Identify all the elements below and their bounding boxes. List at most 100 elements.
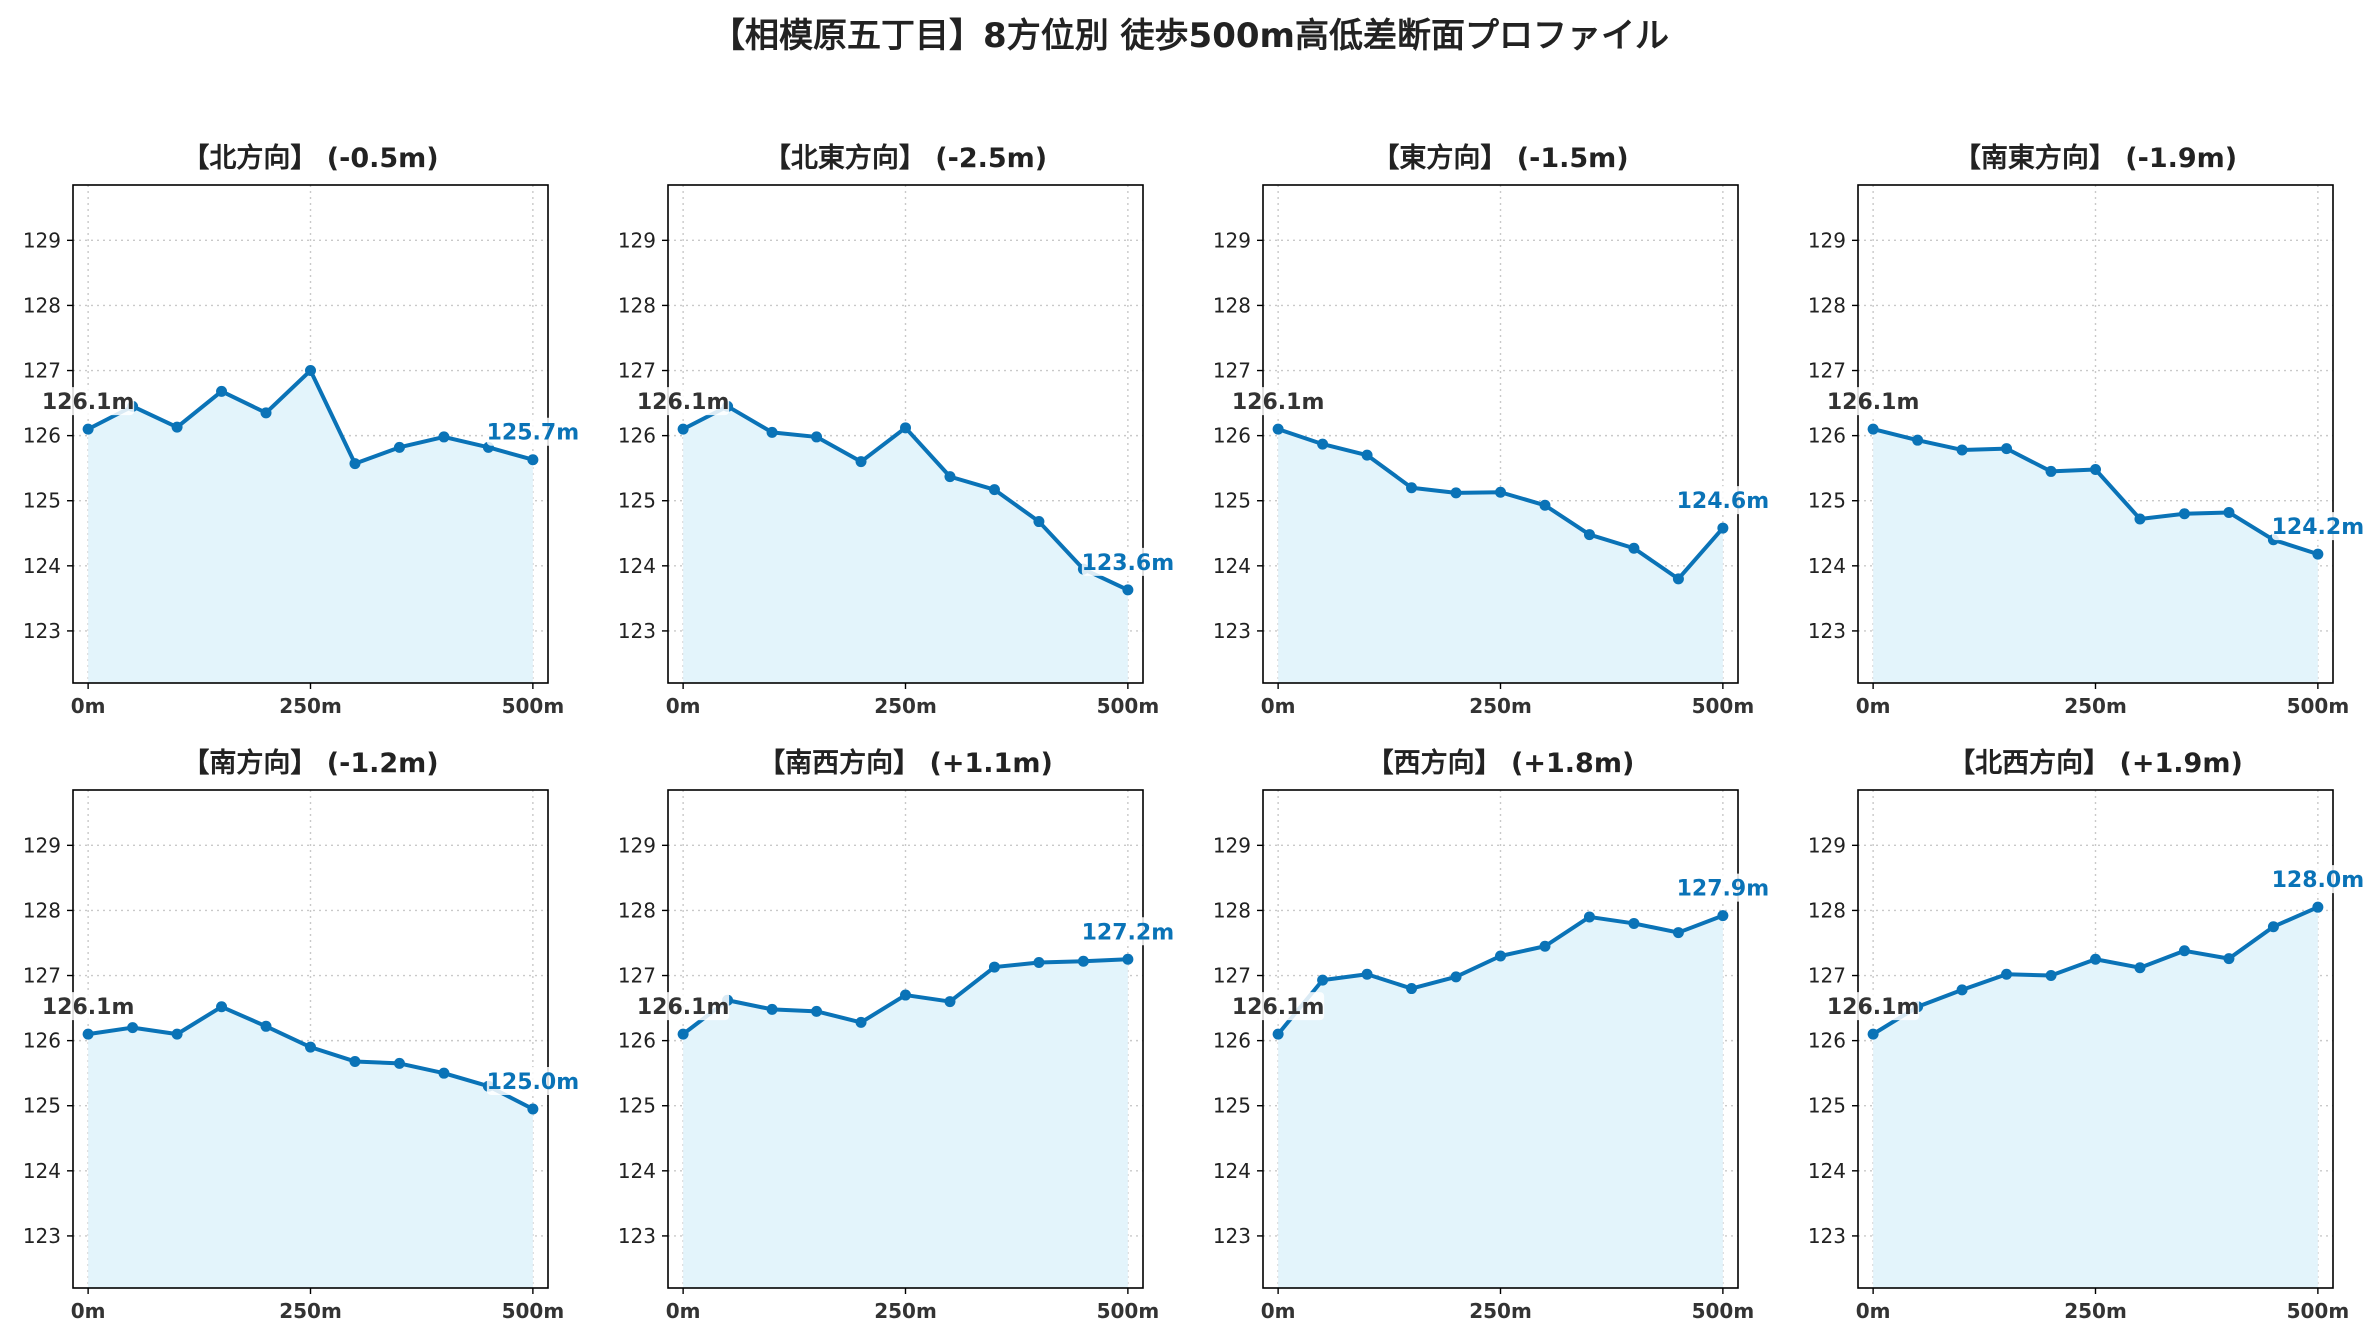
data-point [1317, 438, 1329, 450]
start-label: 126.1m [637, 390, 730, 415]
y-tick-label: 126 [618, 1029, 656, 1053]
x-tick-label: 500m [1692, 694, 1755, 718]
y-tick-label: 126 [23, 424, 61, 448]
x-tick-label: 500m [2287, 694, 2350, 718]
y-tick-label: 125 [23, 489, 61, 513]
end-label-bg [1081, 917, 1174, 946]
start-label-bg [1232, 992, 1325, 1021]
end-label: 127.9m [1677, 877, 1770, 902]
y-tick-label: 125 [1808, 1094, 1846, 1118]
subplot-title: 【東方向】 (-1.5m) [1372, 142, 1628, 174]
data-point [677, 1028, 689, 1040]
y-tick-label: 129 [1213, 833, 1251, 857]
y-tick-label: 128 [618, 898, 656, 922]
data-point [2045, 970, 2057, 982]
end-label: 124.2m [2272, 515, 2365, 540]
subplot-2: 123 124 125 126 127 128 129 0m 250m 500m 【北東方向】 (-… [618, 142, 1174, 718]
y-tick-label: 123 [23, 619, 61, 643]
start-label-bg [637, 992, 730, 1021]
subplot-title: 【北東方向】 (-2.5m) [764, 142, 1047, 174]
y-tick-label: 124 [1213, 1159, 1251, 1183]
data-point [82, 423, 94, 435]
data-point [2312, 548, 2324, 560]
start-label: 126.1m [42, 995, 135, 1020]
data-point [811, 431, 823, 443]
data-point [944, 471, 956, 483]
start-label: 126.1m [637, 995, 730, 1020]
elevation-area [1873, 429, 2318, 683]
data-point [216, 385, 228, 397]
data-point [1628, 917, 1640, 929]
data-point [1033, 957, 1045, 969]
data-point [260, 1020, 272, 1032]
y-tick-label: 127 [1213, 359, 1251, 383]
end-label-bg [1081, 547, 1174, 576]
data-point [2134, 513, 2146, 525]
y-tick-label: 125 [618, 489, 656, 513]
data-point [900, 422, 911, 434]
data-point [1317, 974, 1329, 986]
x-tick-label: 0m [1856, 1299, 1891, 1323]
data-point [305, 1041, 316, 1053]
data-point [2178, 508, 2190, 520]
data-point [1583, 911, 1595, 923]
x-tick-label: 0m [71, 1299, 106, 1323]
y-tick-label: 128 [1213, 898, 1251, 922]
x-tick-label: 0m [1856, 694, 1891, 718]
y-tick-label: 128 [1213, 293, 1251, 317]
y-tick-label: 126 [23, 1029, 61, 1053]
start-label: 126.1m [1232, 390, 1325, 415]
x-tick-label: 250m [1469, 1299, 1532, 1323]
end-label: 127.2m [1082, 920, 1175, 945]
y-tick-label: 123 [1213, 1224, 1251, 1248]
data-point [1272, 423, 1284, 435]
data-point [349, 458, 361, 470]
data-point [1628, 542, 1640, 554]
data-point [1912, 434, 1924, 446]
y-tick-label: 127 [1808, 359, 1846, 383]
end-label: 124.6m [1677, 489, 1770, 514]
x-tick-label: 250m [2064, 1299, 2127, 1323]
data-point [1672, 573, 1684, 585]
start-label-bg [1827, 387, 1920, 416]
y-tick-label: 127 [618, 964, 656, 988]
data-point [2001, 968, 2013, 980]
y-tick-label: 124 [1808, 554, 1846, 578]
data-point [677, 423, 689, 435]
data-point [1717, 910, 1729, 922]
data-point [988, 484, 1000, 496]
y-tick-label: 128 [1808, 898, 1846, 922]
y-tick-label: 123 [1808, 1224, 1846, 1248]
data-point [2134, 962, 2146, 974]
y-tick-label: 128 [1808, 293, 1846, 317]
data-point [1272, 1028, 1284, 1040]
y-tick-label: 124 [618, 1159, 656, 1183]
y-tick-label: 126 [1808, 1029, 1846, 1053]
x-tick-label: 0m [1261, 1299, 1296, 1323]
y-tick-label: 129 [23, 228, 61, 252]
data-point [1583, 529, 1595, 541]
y-tick-label: 126 [618, 424, 656, 448]
y-tick-label: 126 [1213, 424, 1251, 448]
data-point [1495, 486, 1506, 498]
data-point [811, 1005, 823, 1017]
subplot-title: 【北方向】 (-0.5m) [182, 142, 438, 174]
y-tick-label: 129 [618, 228, 656, 252]
data-point [1361, 968, 1373, 980]
x-tick-label: 500m [1097, 694, 1160, 718]
data-point [900, 989, 911, 1001]
data-point [1077, 955, 1089, 967]
data-point [1956, 444, 1968, 456]
x-tick-label: 500m [1692, 1299, 1755, 1323]
y-tick-label: 127 [618, 359, 656, 383]
end-label-bg [1676, 486, 1769, 515]
x-tick-label: 250m [1469, 694, 1532, 718]
data-point [82, 1028, 94, 1040]
data-point [2090, 953, 2101, 965]
y-tick-label: 129 [23, 833, 61, 857]
data-point [1495, 950, 1506, 962]
y-tick-label: 123 [618, 619, 656, 643]
data-point [305, 365, 316, 377]
data-point [527, 454, 539, 466]
data-point [171, 421, 183, 433]
